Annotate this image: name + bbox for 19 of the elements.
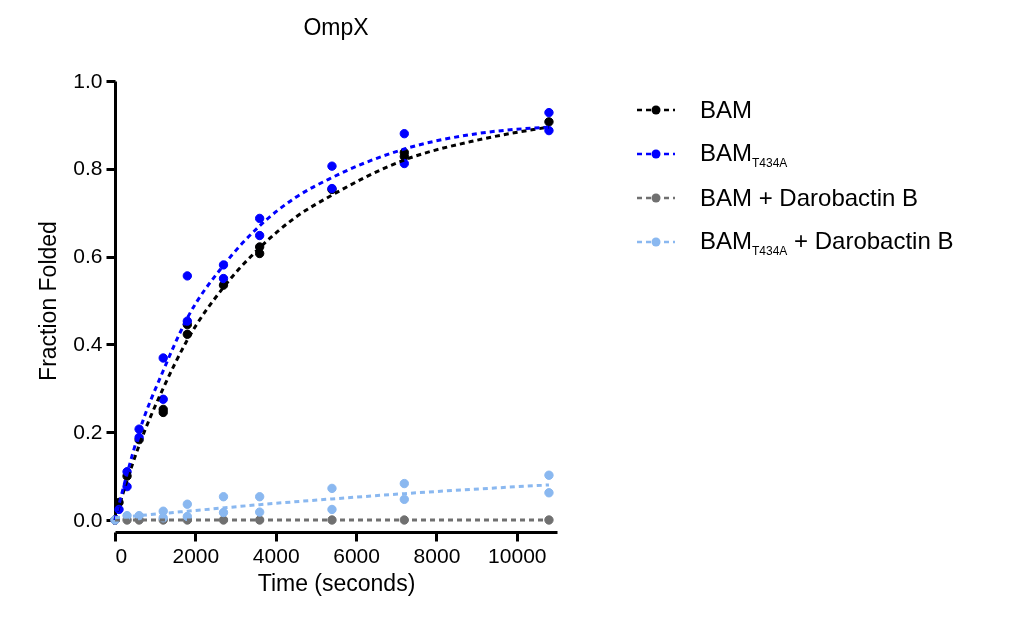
legend-label: BAM$_{T434A}$ + Darobactin B	[700, 226, 954, 258]
y-tick-label: 0.8	[73, 156, 103, 180]
x-tick-label: 0	[115, 543, 128, 567]
y-tick-label: 1.0	[73, 68, 103, 92]
chart-title: OmpX	[303, 14, 369, 40]
x-tick-label: 2000	[172, 543, 220, 567]
legend-label: BAM + Darobactin B	[700, 184, 919, 212]
y-tick-label: 0.4	[73, 331, 103, 355]
legend-label: BAM$_{T434A}$	[700, 138, 788, 170]
x-axis-title: Time (seconds)	[257, 569, 416, 596]
y-tick-label: 0.6	[73, 244, 103, 268]
y-axis-title: Fraction Folded	[35, 221, 62, 381]
x-tick-label: 4000	[252, 543, 300, 567]
y-tick-label: 0.0	[73, 507, 103, 531]
y-tick-label: 0.2	[73, 419, 103, 443]
legend-label: BAM	[700, 96, 753, 124]
x-tick-label: 6000	[333, 543, 380, 567]
x-tick-label: 10000	[488, 543, 547, 567]
x-tick-label: 8000	[413, 543, 461, 567]
